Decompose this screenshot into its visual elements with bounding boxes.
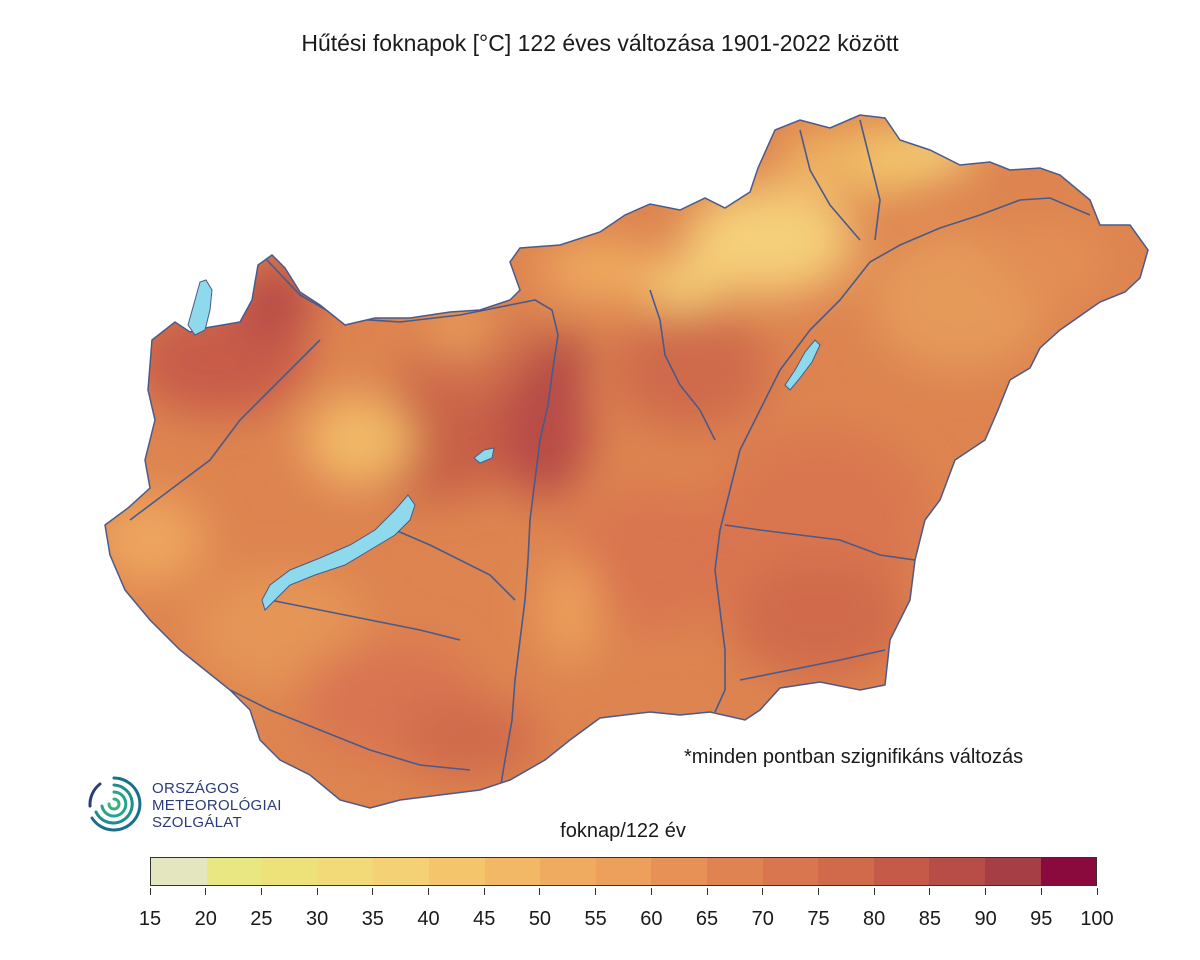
legend-tick-label: 60 <box>640 908 663 930</box>
hernad-river <box>859 119 881 241</box>
danube-river <box>264 257 559 791</box>
legend-swatch <box>818 858 874 885</box>
legend-tick-label: 65 <box>695 908 719 930</box>
legend-tick <box>260 888 262 895</box>
legend-tick-label: 90 <box>974 908 997 930</box>
legend-tick-label: 20 <box>194 908 217 930</box>
kapos-river <box>269 599 461 641</box>
map-title: Hűtési foknapok [°C] 122 éves változása … <box>301 30 899 56</box>
zagyva-river <box>649 289 716 441</box>
legend-tick-label: 15 <box>138 908 162 930</box>
legend-tick <box>873 888 875 895</box>
legend-unit-label: foknap/122 év <box>560 820 686 842</box>
legend-tick-label: 40 <box>417 908 440 930</box>
lake-balaton <box>261 494 416 611</box>
legend-swatch <box>929 858 985 885</box>
legend-tick-label: 30 <box>305 908 329 930</box>
legend-tick-label: 80 <box>863 908 886 930</box>
legend-tick <box>1096 888 1098 895</box>
legend-tick-label: 45 <box>473 908 496 930</box>
legend-tick <box>985 888 987 895</box>
koros-river <box>724 524 916 561</box>
legend-tick <box>372 888 374 895</box>
legend-tick <box>316 888 318 895</box>
legend-swatch <box>595 858 652 885</box>
cdd-change-field <box>105 115 1148 808</box>
sajo-river <box>799 129 861 241</box>
legend-tick <box>483 888 485 895</box>
lake-ferto <box>187 279 213 336</box>
color-legend <box>150 857 1097 886</box>
legend-tick-label: 70 <box>751 908 774 930</box>
legend-swatch <box>484 858 541 885</box>
legend-tick <box>428 888 430 895</box>
legend-swatch <box>262 858 318 885</box>
legend-tick-label: 50 <box>528 908 552 930</box>
legend-swatch <box>428 858 485 885</box>
legend-tick-label: 100 <box>1080 908 1114 930</box>
legend-tick-label: 95 <box>1030 908 1053 930</box>
rivers <box>129 119 1091 791</box>
logo-line-3: SZOLGÁLAT <box>152 814 242 831</box>
legend-tick <box>650 888 652 895</box>
omsz-logo: ORSZÁGOS METEOROLÓGIAI SZOLGÁLAT <box>84 772 284 842</box>
legend-tick <box>149 888 151 895</box>
raba-river <box>129 339 321 521</box>
legend-swatch <box>1040 858 1097 885</box>
legend-ticks <box>149 888 1098 898</box>
legend-swatch <box>206 858 263 885</box>
legend-swatch <box>762 858 819 885</box>
legend-tick-label: 25 <box>250 908 273 930</box>
legend-swatch <box>373 858 429 885</box>
legend-tick-label: 85 <box>918 908 941 930</box>
legend-tick-label: 75 <box>807 908 830 930</box>
legend-swatch <box>317 858 374 885</box>
omsz-logo-icon <box>88 776 142 832</box>
legend-tick-label: 35 <box>361 908 384 930</box>
legend-tick <box>205 888 207 895</box>
legend-tick <box>595 888 597 895</box>
legend-swatch <box>151 858 207 885</box>
legend-tick <box>706 888 708 895</box>
lake-tisza <box>784 339 821 391</box>
legend-tick <box>929 888 931 895</box>
legend-tick <box>762 888 764 895</box>
legend-swatch <box>540 858 596 885</box>
drava-river <box>229 689 471 771</box>
tisza-river <box>714 197 1091 713</box>
legend-tick <box>539 888 541 895</box>
lake-velence <box>473 447 495 464</box>
sio-river <box>394 529 516 601</box>
logo-line-1: ORSZÁGOS <box>152 780 240 797</box>
legend-swatch <box>873 858 930 885</box>
legend-swatch <box>706 858 763 885</box>
legend-tick-label: 55 <box>584 908 607 930</box>
logo-line-2: METEOROLÓGIAI <box>152 797 282 814</box>
legend-swatch <box>651 858 707 885</box>
legend-swatch <box>984 858 1041 885</box>
maros-river <box>739 649 886 681</box>
legend-tick <box>817 888 819 895</box>
legend-tick <box>1040 888 1042 895</box>
significance-note: *minden pontban szignifikáns változás <box>684 746 1024 768</box>
